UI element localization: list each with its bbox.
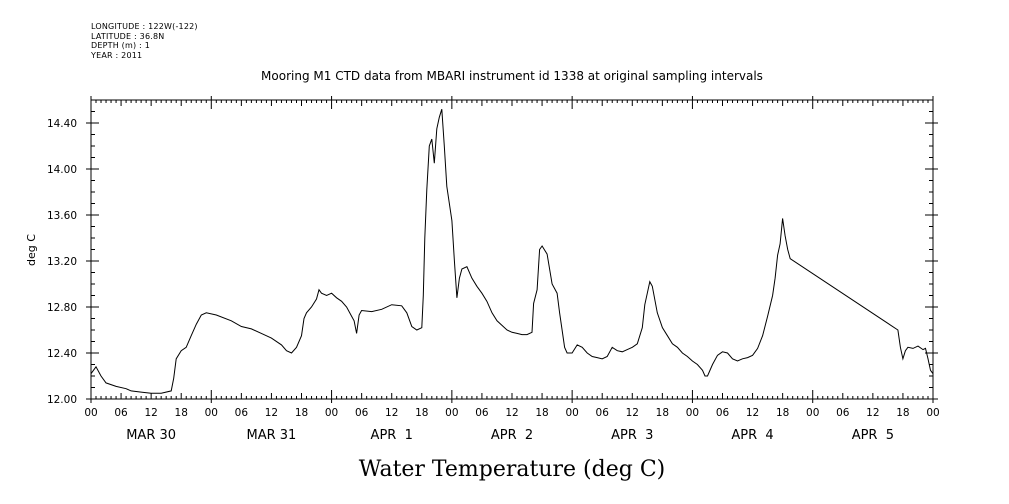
x-tick-label: 00	[205, 407, 218, 419]
temperature-series-line	[90, 109, 934, 394]
x-day-label: APR 3	[611, 428, 653, 443]
y-tick-label: 12.80	[47, 302, 77, 314]
y-tick-label: 14.40	[47, 118, 77, 130]
x-tick-label: 06	[475, 407, 489, 419]
x-tick-label: 00	[84, 407, 97, 419]
x-day-label: MAR 31	[247, 428, 297, 443]
x-tick-labels: 00 06 12 18 00 06 12 18 00 06 12 18 00 06 12 18 00 06 12 18…	[84, 407, 939, 419]
x-tick-label: 12	[144, 407, 157, 419]
x-tick-label: 06	[716, 407, 730, 419]
x-tick-label: 00	[686, 407, 699, 419]
x-tick-label: 18	[896, 407, 909, 419]
x-tick-label: 06	[235, 407, 249, 419]
y-tick-labels: 12.00 12.40 12.80 13.20 13.60 14.00 14.40	[47, 118, 77, 406]
x-day-label: APR 2	[491, 428, 533, 443]
x-tick-label: 06	[836, 407, 850, 419]
x-tick-label: 18	[295, 407, 308, 419]
x-tick-label: 00	[926, 407, 939, 419]
year-label: YEAR : 2011	[91, 50, 143, 60]
x-tick-label: 06	[114, 407, 128, 419]
y-tick-label: 14.00	[47, 164, 77, 176]
x-tick-label: 12	[385, 407, 398, 419]
depth-label: DEPTH (m) : 1	[91, 41, 150, 50]
mooring-metadata: LONGITUDE : 122W(-122) LATITUDE : 36.8N …	[91, 22, 198, 60]
x-tick-label: 12	[746, 407, 759, 419]
x-tick-label: 00	[806, 407, 819, 419]
x-tick-label: 00	[445, 407, 458, 419]
x-tick-label: 18	[175, 407, 188, 419]
y-tick-label: 12.00	[47, 394, 77, 406]
x-tick-label: 18	[656, 407, 669, 419]
y-axis-label: deg C	[25, 234, 38, 266]
x-tick-label: 18	[776, 407, 789, 419]
x-tick-label: 18	[535, 407, 548, 419]
x-tick-label: 00	[325, 407, 338, 419]
axis-ticks	[86, 96, 938, 403]
y-tick-label: 13.60	[47, 210, 77, 222]
x-day-label: MAR 30	[126, 428, 176, 443]
y-tick-label: 12.40	[47, 348, 77, 360]
x-tick-label: 18	[415, 407, 428, 419]
x-day-labels: MAR 30 MAR 31 APR 1 APR 2 APR 3 APR 4 APR 5	[126, 428, 894, 443]
x-tick-label: 12	[265, 407, 278, 419]
plot-frame	[90, 99, 934, 400]
x-tick-label: 12	[866, 407, 879, 419]
latitude-label: LATITUDE : 36.8N	[91, 31, 165, 41]
x-day-label: APR 1	[371, 428, 413, 443]
x-tick-label: 12	[505, 407, 518, 419]
x-day-label: APR 4	[731, 428, 773, 443]
longitude-label: LONGITUDE : 122W(-122)	[91, 22, 198, 31]
x-tick-label: 06	[355, 407, 369, 419]
x-axis-label: Water Temperature (deg C)	[359, 457, 666, 482]
x-day-label: APR 5	[852, 428, 894, 443]
y-tick-label: 13.20	[47, 256, 77, 268]
x-tick-label: 12	[626, 407, 639, 419]
x-tick-label: 00	[565, 407, 578, 419]
chart-title: Mooring M1 CTD data from MBARI instrumen…	[261, 69, 763, 83]
x-tick-label: 06	[596, 407, 610, 419]
